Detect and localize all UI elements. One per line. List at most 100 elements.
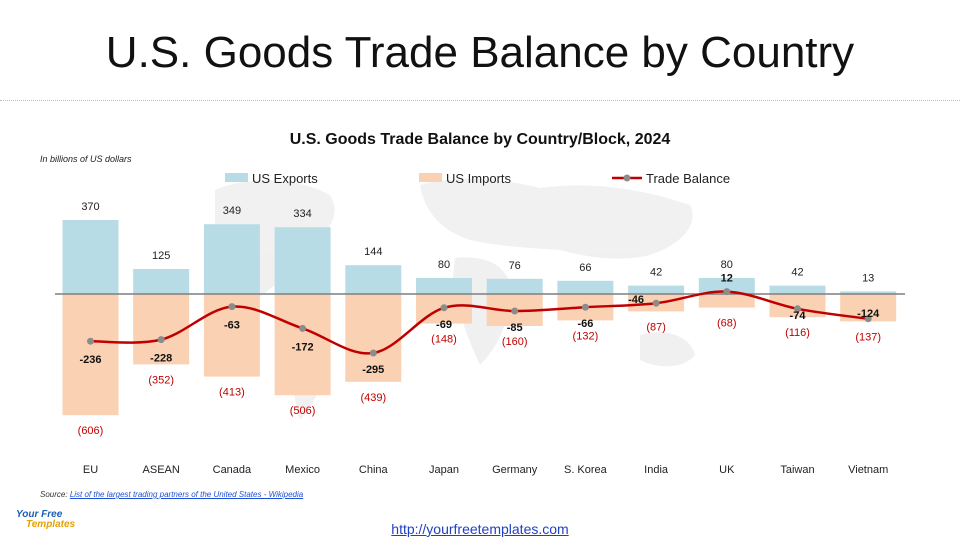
trade-balance-point [511, 307, 519, 315]
category-label: EU [83, 464, 98, 476]
legend-swatch-imports [419, 173, 442, 182]
export-value-label: 42 [791, 267, 803, 279]
category-label: Germany [492, 464, 538, 476]
chart-title: U.S. Goods Trade Balance by Country/Bloc… [290, 131, 671, 148]
balance-value-label: -66 [577, 318, 593, 330]
trade-balance-point [228, 303, 236, 311]
balance-value-label: -85 [507, 322, 523, 334]
export-value-label: 66 [579, 262, 591, 274]
import-value-label: (352) [148, 374, 174, 386]
source-link[interactable]: List of the largest trading partners of … [69, 490, 304, 499]
category-label: Mexico [285, 464, 320, 476]
export-value-label: 370 [81, 201, 99, 213]
balance-value-label: -228 [150, 353, 172, 365]
category-label: Vietnam [848, 464, 888, 476]
export-bar [557, 280, 614, 294]
balance-line-group [87, 288, 872, 357]
export-bar [416, 278, 472, 294]
import-value-label: (132) [573, 330, 599, 342]
category-label: ASEAN [143, 464, 180, 476]
export-bar [274, 227, 331, 294]
legend-label-imports: US Imports [446, 171, 512, 186]
category-label: Canada [213, 464, 252, 476]
category-label: China [359, 464, 389, 476]
balance-value-label: -295 [362, 364, 384, 376]
balance-value-label: -46 [628, 294, 644, 306]
site-url[interactable]: http://yourfreetemplates.com [0, 521, 960, 537]
balance-value-label: -236 [79, 354, 101, 366]
category-label: UK [719, 464, 735, 476]
balance-value-label: -172 [292, 341, 314, 353]
export-bar [769, 285, 826, 294]
export-bar [62, 220, 119, 294]
balance-value-label: -63 [224, 320, 240, 332]
trade-balance-point [87, 337, 94, 345]
category-label: India [644, 464, 669, 476]
trade-balance-point [157, 336, 165, 344]
export-value-label: 76 [509, 260, 521, 272]
import-bar [62, 294, 119, 416]
import-value-label: (148) [431, 334, 457, 346]
import-value-label: (87) [646, 321, 666, 333]
export-value-label: 80 [438, 259, 450, 271]
export-value-label: 13 [862, 272, 874, 284]
source-note: Source: List of the largest trading part… [40, 490, 303, 499]
export-bar [698, 278, 755, 294]
export-value-label: 144 [364, 246, 382, 258]
export-value-label: 80 [721, 259, 733, 271]
export-bar [486, 278, 543, 294]
exports-bars [62, 220, 897, 294]
logo-text-line1: Your Free [16, 509, 63, 520]
import-value-label: (137) [855, 331, 881, 343]
export-value-label: 125 [152, 250, 170, 262]
imports-bars [62, 294, 897, 416]
legend-swatch-exports [225, 173, 248, 182]
trade-balance-point [723, 288, 731, 296]
source-label: Source: [40, 490, 68, 499]
title-divider [0, 100, 960, 101]
balance-value-label: 12 [721, 273, 733, 285]
import-value-label: (606) [78, 425, 104, 437]
site-url-link[interactable]: http://yourfreetemplates.com [391, 521, 569, 537]
category-labels: EU ASEAN Canada Mexico China Japan Germany S. K… [83, 464, 888, 476]
import-value-label: (68) [717, 318, 737, 330]
export-value-label: 334 [293, 208, 311, 220]
balance-value-label: -124 [857, 308, 880, 320]
import-value-label: (413) [219, 387, 245, 399]
import-bar [274, 294, 331, 396]
category-label: S. Korea [564, 464, 608, 476]
trade-balance-point [440, 304, 448, 312]
logo-text-line2: Templates [26, 519, 76, 530]
export-bar [133, 269, 190, 294]
export-bar [840, 291, 897, 294]
export-value-label: 349 [223, 205, 241, 217]
import-value-label: (116) [785, 327, 810, 339]
trade-balance-point [794, 305, 801, 313]
import-bar [345, 294, 402, 382]
import-bar [133, 294, 190, 365]
import-bar [698, 294, 755, 308]
balance-value-label: -74 [790, 310, 807, 322]
import-value-label: (439) [360, 392, 386, 404]
trade-balance-point [581, 303, 589, 311]
balance-value-label: -69 [436, 319, 452, 331]
export-bar [628, 285, 685, 294]
export-value-label: 42 [650, 267, 662, 279]
legend-label-exports: US Exports [252, 171, 318, 186]
trade-balance-point [369, 349, 377, 357]
import-value-label: (160) [502, 336, 528, 348]
trade-balance-point [299, 324, 307, 332]
legend-label-balance: Trade Balance [646, 171, 730, 186]
data-labels: 370 (606) 125 (352) 349 (413) 334 (506) 144 (439)… [78, 201, 881, 437]
trade-balance-point [864, 315, 872, 323]
import-value-label: (506) [290, 405, 316, 417]
chart-legend: US Exports US Imports Trade Balance [225, 171, 730, 186]
brand-logo: Your Free Templates [16, 510, 75, 530]
slide-title: U.S. Goods Trade Balance by Country [105, 28, 855, 77]
export-bar [345, 265, 402, 294]
trade-balance-point [652, 299, 660, 307]
trade-balance-line [90, 290, 869, 355]
unit-note: In billions of US dollars [40, 154, 132, 164]
category-label: Taiwan [780, 464, 814, 476]
